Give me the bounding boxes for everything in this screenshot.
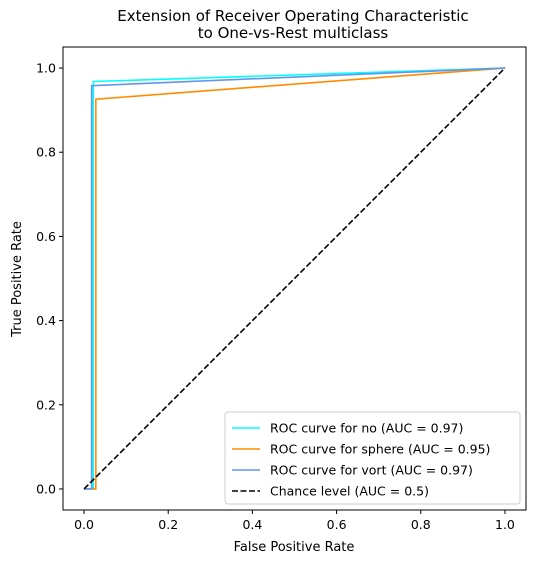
y-axis-ticks: 0.0 0.2 0.4 0.6 0.8 1.0 [36,61,63,496]
series-layer [83,67,506,490]
legend: ROC curve for no (AUC = 0.97) ROC curve f… [224,411,521,505]
legend-label: Chance level (AUC = 0.5) [270,484,429,499]
series-line-2 [84,67,505,490]
legend-box [224,411,521,505]
x-tick-label: 1.0 [495,517,515,532]
plot-frame [62,46,527,511]
chart-title-line2: to One-vs-Rest multiclass [198,24,389,42]
x-tick-label: 0.6 [327,517,347,532]
x-axis-ticks: 0.0 0.2 0.4 0.6 0.8 1.0 [74,510,515,532]
x-tick-label: 0.8 [411,517,431,532]
legend-label: ROC curve for no (AUC = 0.97) [270,421,463,436]
legend-label: ROC curve for sphere (AUC = 0.95) [270,442,490,457]
chart-title-line1: Extension of Receiver Operating Characte… [117,7,468,25]
y-tick-label: 0.8 [36,145,56,160]
series-line-3 [83,67,506,490]
x-tick-label: 0.2 [158,517,178,532]
legend-items: ROC curve for no (AUC = 0.97) ROC curve f… [232,421,490,499]
x-tick-label: 0.4 [242,517,262,532]
y-axis-label: True Positive Rate [10,221,25,338]
y-tick-label: 0.0 [36,481,56,496]
x-tick-label: 0.0 [74,517,94,532]
plot-area [62,46,527,511]
x-axis-label: False Positive Rate [234,540,355,555]
y-tick-label: 0.2 [36,397,56,412]
y-tick-label: 0.6 [36,229,56,244]
legend-label: ROC curve for vort (AUC = 0.97) [270,463,473,478]
y-tick-label: 1.0 [36,61,56,76]
y-tick-label: 0.4 [36,313,56,328]
